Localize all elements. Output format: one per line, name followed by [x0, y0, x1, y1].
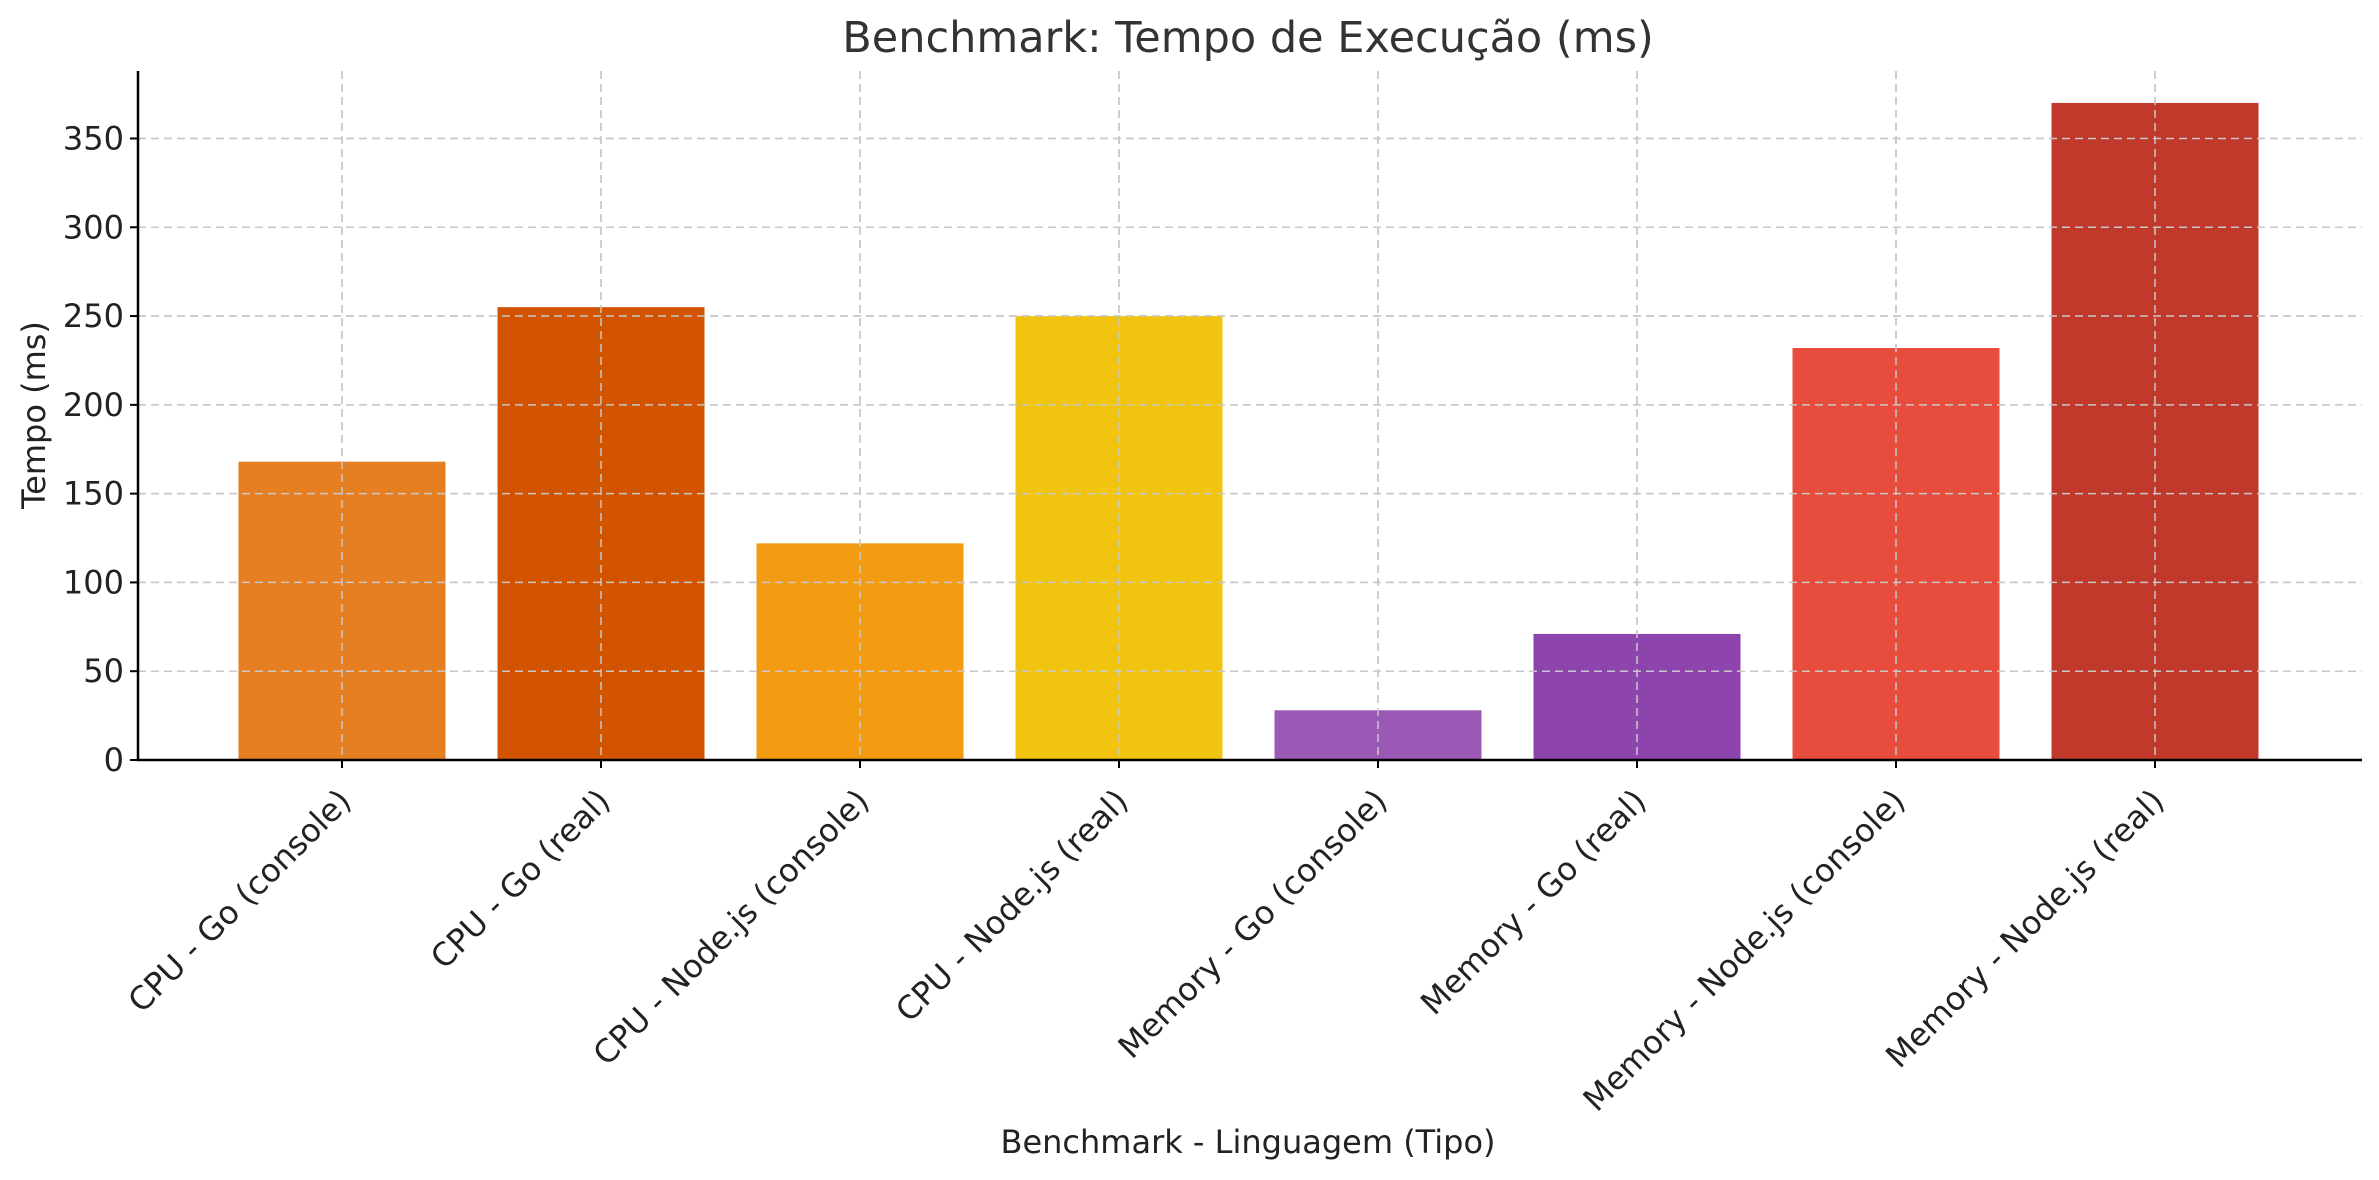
- x-ticks: CPU - Go (console) CPU - Go (real)CPU - N…: [121, 760, 2172, 1119]
- x-tick-label: Memory - Go (real): [1413, 782, 1654, 1023]
- x-tick-label: Memory - Node.js (real): [1878, 782, 2171, 1075]
- x-tick-label: CPU - Node.js (real): [888, 782, 1135, 1029]
- y-tick-label: 100: [63, 563, 124, 601]
- y-tick-label: 300: [63, 208, 124, 246]
- x-tick-label: CPU - Node.js (console): [586, 782, 877, 1073]
- x-tick-label: CPU - Go (real): [423, 782, 618, 977]
- gridlines: [138, 71, 2362, 760]
- y-tick-label: 200: [63, 386, 124, 424]
- x-axis-label: Benchmark - Linguagem (Tipo): [1000, 1123, 1495, 1161]
- y-axis-label: Tempo (ms): [15, 321, 53, 510]
- y-tick-label: 150: [63, 475, 124, 513]
- y-tick-label: 0: [104, 741, 124, 779]
- x-tick-label: Memory - Go (console): [1110, 782, 1394, 1066]
- y-tick-label: 350: [63, 119, 124, 157]
- y-tick-label: 250: [63, 297, 124, 335]
- y-tick-label: 50: [83, 652, 124, 690]
- axes: [136, 71, 2362, 762]
- chart-title: Benchmark: Tempo de Execução (ms): [842, 13, 1654, 63]
- bars: [138, 71, 2362, 760]
- y-ticks: 0 50 100 150 200 250 300 350: [63, 119, 138, 779]
- x-tick-label: CPU - Go (console): [121, 782, 359, 1020]
- bar-4: [1015, 316, 1223, 760]
